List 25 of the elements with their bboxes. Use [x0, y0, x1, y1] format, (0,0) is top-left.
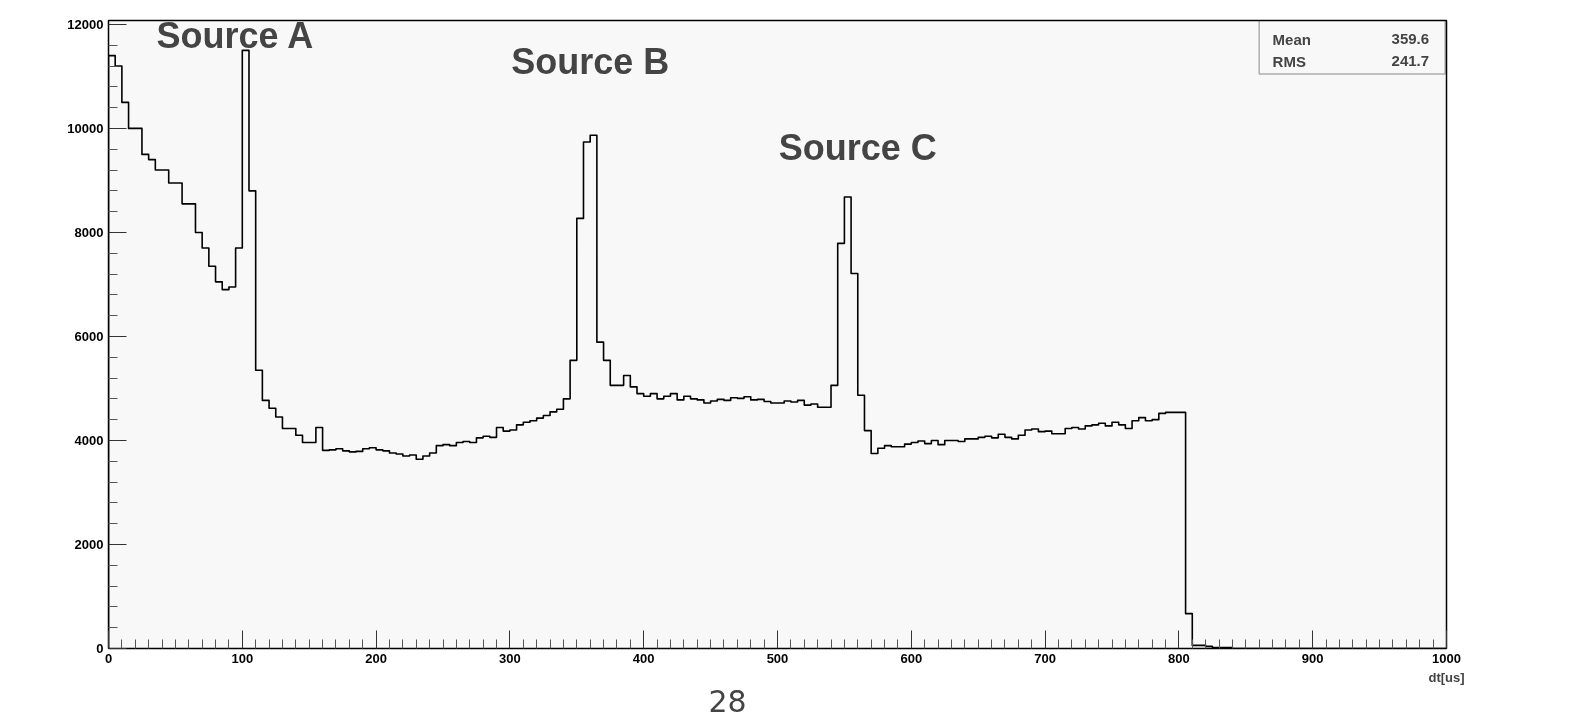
x-tick-label: 300 — [499, 650, 521, 666]
y-tick-label: 8000 — [74, 224, 104, 240]
annotation: Mean — [1272, 30, 1311, 48]
y-tick-label: 12000 — [67, 16, 104, 32]
annotation: Source B — [511, 40, 670, 82]
x-tick-label: 700 — [1034, 650, 1056, 666]
text: 28 — [708, 683, 747, 717]
x-tick-label: 600 — [900, 650, 923, 666]
y-tick-label: 4000 — [74, 432, 104, 448]
x-tick-label: 900 — [1301, 650, 1324, 666]
y-tick-label: 2000 — [74, 536, 104, 552]
annotation: Source C — [778, 127, 937, 169]
x-tick-label: 500 — [766, 650, 789, 666]
x-tick-label: 800 — [1168, 650, 1190, 666]
annotation: 359.6 — [1391, 30, 1430, 48]
x-tick-label: 1000 — [1432, 650, 1461, 666]
annotation: Source A — [156, 15, 314, 57]
x-axis-title: dt[us] — [1428, 669, 1465, 685]
y-tick-label: 10000 — [67, 120, 104, 136]
y-tick-label: 6000 — [74, 328, 104, 344]
x-tick-label: 100 — [231, 650, 254, 666]
annotation: 241.7 — [1391, 52, 1430, 70]
x-tick-label: 200 — [365, 650, 387, 666]
annotation: RMS — [1272, 52, 1306, 70]
x-tick-label: 400 — [632, 650, 655, 666]
